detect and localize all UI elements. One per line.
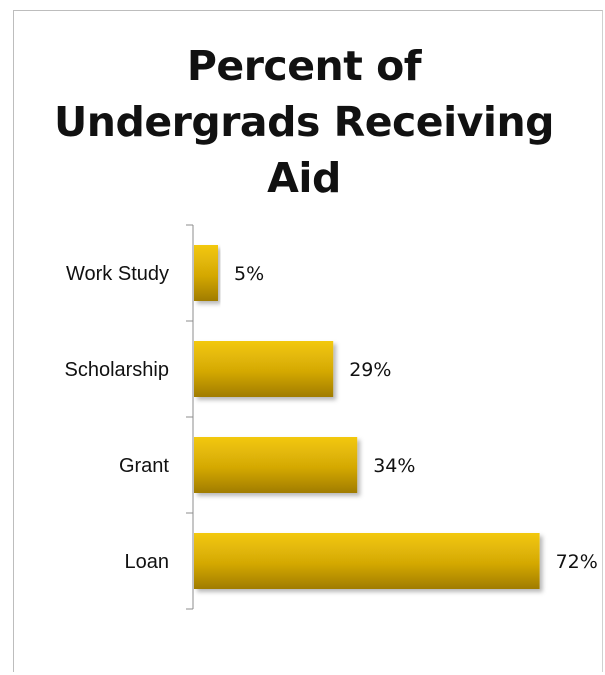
data-label: 29% <box>349 359 391 381</box>
bar-grant <box>194 437 358 493</box>
category-label: Grant <box>119 455 169 477</box>
chart-frame <box>13 10 603 672</box>
bar-loan <box>194 533 540 589</box>
labels: Work Study 5% Scholarship 29% Grant 34% Loan 72… <box>64 263 597 573</box>
chart-title: Percent of Undergrads Receiving Aid <box>14 38 594 206</box>
chart-title-line-2: Undergrads Receiving <box>54 98 554 146</box>
data-label: 34% <box>373 455 415 477</box>
chart-title-line-3: Aid <box>267 154 341 202</box>
y-axis <box>186 224 194 610</box>
data-label: 72% <box>556 551 598 573</box>
category-label: Work Study <box>66 263 169 285</box>
category-label: Scholarship <box>64 359 169 381</box>
chart-title-line-1: Percent of <box>186 42 422 90</box>
data-label: 5% <box>234 263 264 285</box>
bar-work-study <box>194 245 218 301</box>
category-label: Loan <box>125 551 170 573</box>
bar-scholarship <box>194 341 334 397</box>
bars <box>194 245 540 589</box>
